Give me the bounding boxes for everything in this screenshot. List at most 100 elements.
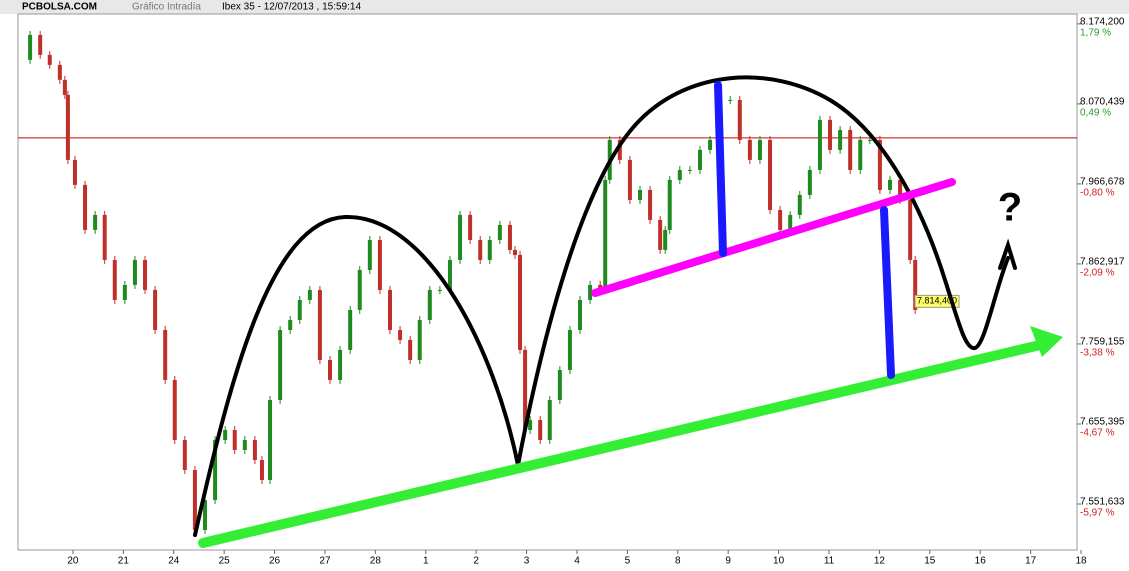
candle: [468, 214, 473, 240]
candle: [357, 269, 362, 310]
candle: [338, 349, 343, 380]
candle: [182, 440, 187, 471]
candle: [72, 159, 77, 185]
candle: [153, 289, 158, 330]
height-bar: [880, 206, 895, 379]
candle: [192, 470, 197, 530]
candle: [122, 284, 127, 300]
candle: [578, 299, 583, 330]
site-name: PCBOLSA.COM: [22, 2, 97, 13]
x-tick-label: 5: [625, 556, 631, 567]
candle: [348, 309, 353, 350]
candle: [307, 289, 312, 300]
candle: [102, 214, 107, 260]
candle: [377, 239, 382, 290]
candle: [747, 139, 752, 160]
candle: [203, 500, 208, 530]
candle: [658, 219, 663, 250]
candle: [398, 329, 403, 340]
candle: [858, 139, 863, 170]
candle: [447, 259, 452, 290]
chart-kind: Gráfico Intradía: [132, 2, 201, 13]
candle: [547, 399, 552, 441]
trend-arrow: [1030, 326, 1063, 357]
candle: [317, 289, 322, 360]
height-bar: [714, 81, 727, 257]
candle: [278, 329, 283, 400]
y-tick-label: 8.174,200: [1080, 17, 1125, 28]
x-tick-label: 3: [524, 556, 530, 567]
x-tick-label: 2: [473, 556, 479, 567]
x-tick-label: 8: [675, 556, 681, 567]
neckline: [591, 178, 956, 297]
x-tick-label: 12: [874, 556, 886, 567]
y-tick-label: 7.862,917: [1080, 257, 1125, 268]
x-tick-label: 28: [370, 556, 382, 567]
y-tick-label: 7.966,678: [1080, 177, 1125, 188]
last-price-box: [914, 294, 960, 308]
last-price-label: 7.814,400: [917, 296, 957, 306]
x-tick-label: 15: [924, 556, 936, 567]
candle: [567, 329, 572, 370]
candle: [807, 169, 812, 195]
candle: [557, 369, 562, 400]
y-tick-label: 7.551,633: [1080, 497, 1125, 508]
candle: [38, 34, 43, 55]
x-tick-label: 10: [773, 556, 785, 567]
y-tick-percent: 0,49 %: [1080, 108, 1111, 119]
candle: [877, 139, 882, 190]
candle: [62, 79, 67, 95]
x-tick-label: 18: [1075, 556, 1087, 567]
candle: [617, 139, 622, 160]
candle: [627, 159, 632, 200]
candle: [768, 139, 773, 210]
candle: [817, 119, 822, 170]
candle: [132, 259, 137, 285]
arrow-head: [998, 238, 1017, 270]
candle: [242, 440, 247, 450]
y-tick-percent: 1,79 %: [1080, 28, 1111, 39]
candle: [367, 239, 372, 270]
arc: [516, 75, 1010, 467]
candle: [697, 149, 702, 170]
candle: [788, 214, 793, 230]
candle: [603, 179, 608, 290]
candle: [268, 399, 273, 480]
candle: [538, 419, 543, 441]
candle: [898, 179, 903, 200]
candle: [47, 54, 52, 65]
candle: [417, 319, 422, 360]
x-tick-label: 27: [319, 556, 331, 567]
candle: [223, 429, 228, 441]
header-bar: [0, 0, 1129, 14]
candle: [163, 329, 168, 380]
candle: [387, 289, 392, 330]
candle: [252, 440, 257, 460]
x-tick-label: 9: [725, 556, 731, 567]
x-tick-label: 11: [824, 556, 835, 567]
y-tick-percent: -4,67 %: [1080, 428, 1115, 439]
candle: [437, 289, 442, 291]
candle: [427, 289, 432, 320]
candle: [648, 189, 653, 220]
candle: [65, 94, 70, 160]
candle: [259, 459, 264, 480]
x-tick-label: 17: [1025, 556, 1037, 567]
candle: [478, 239, 483, 260]
candle: [887, 179, 892, 190]
x-tick-label: 24: [168, 556, 180, 567]
candle: [838, 129, 843, 150]
candle: [288, 319, 293, 330]
candle: [588, 284, 593, 300]
x-tick-label: 20: [67, 556, 79, 567]
candle: [232, 429, 237, 450]
candle: [667, 179, 672, 230]
x-tick-label: 16: [975, 556, 987, 567]
y-tick-label: 7.759,155: [1080, 337, 1125, 348]
candle: [497, 224, 502, 240]
hand-drawings: [193, 75, 1063, 548]
candle: [867, 139, 872, 141]
candle: [523, 349, 528, 430]
candle: [528, 419, 533, 430]
